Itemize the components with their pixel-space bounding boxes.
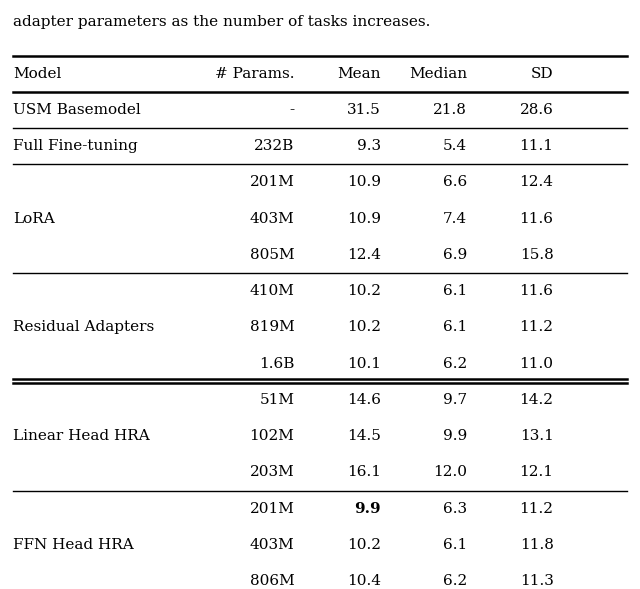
Text: SD: SD <box>531 67 554 81</box>
Text: 203M: 203M <box>250 465 294 479</box>
Text: 10.2: 10.2 <box>347 320 381 335</box>
Text: 11.3: 11.3 <box>520 574 554 588</box>
Text: 10.2: 10.2 <box>347 538 381 552</box>
Text: 6.9: 6.9 <box>443 248 467 262</box>
Text: 11.6: 11.6 <box>520 284 554 298</box>
Text: 11.2: 11.2 <box>520 502 554 516</box>
Text: 9.9: 9.9 <box>443 429 467 443</box>
Text: 14.5: 14.5 <box>347 429 381 443</box>
Text: FFN Head HRA: FFN Head HRA <box>13 538 134 552</box>
Text: 14.2: 14.2 <box>520 393 554 407</box>
Text: 403M: 403M <box>250 538 294 552</box>
Text: Residual Adapters: Residual Adapters <box>13 320 154 335</box>
Text: 16.1: 16.1 <box>347 465 381 479</box>
Text: 6.2: 6.2 <box>443 574 467 588</box>
Text: USM Basemodel: USM Basemodel <box>13 103 141 117</box>
Text: 403M: 403M <box>250 211 294 226</box>
Text: 6.3: 6.3 <box>443 502 467 516</box>
Text: -: - <box>289 103 294 117</box>
Text: Model: Model <box>13 67 61 81</box>
Text: 14.6: 14.6 <box>347 393 381 407</box>
Text: 11.0: 11.0 <box>520 357 554 370</box>
Text: 12.4: 12.4 <box>520 176 554 190</box>
Text: 6.1: 6.1 <box>443 284 467 298</box>
Text: 7.4: 7.4 <box>443 211 467 226</box>
Text: 10.9: 10.9 <box>347 176 381 190</box>
Text: 232B: 232B <box>254 139 294 153</box>
Text: 9.7: 9.7 <box>443 393 467 407</box>
Text: 31.5: 31.5 <box>347 103 381 117</box>
Text: 9.9: 9.9 <box>354 502 381 516</box>
Text: 819M: 819M <box>250 320 294 335</box>
Text: 51M: 51M <box>259 393 294 407</box>
Text: 28.6: 28.6 <box>520 103 554 117</box>
Text: 805M: 805M <box>250 248 294 262</box>
Text: 6.2: 6.2 <box>443 357 467 370</box>
Text: Linear Head HRA: Linear Head HRA <box>13 429 150 443</box>
Text: LoRA: LoRA <box>13 211 54 226</box>
Text: # Params.: # Params. <box>215 67 294 81</box>
Text: 10.4: 10.4 <box>347 574 381 588</box>
Text: 201M: 201M <box>250 502 294 516</box>
Text: 11.6: 11.6 <box>520 211 554 226</box>
Text: 10.1: 10.1 <box>347 357 381 370</box>
Text: 102M: 102M <box>250 429 294 443</box>
Text: 13.1: 13.1 <box>520 429 554 443</box>
Text: 10.2: 10.2 <box>347 284 381 298</box>
Text: 12.0: 12.0 <box>433 465 467 479</box>
Text: 201M: 201M <box>250 176 294 190</box>
Text: 5.4: 5.4 <box>443 139 467 153</box>
Text: 11.8: 11.8 <box>520 538 554 552</box>
Text: 410M: 410M <box>250 284 294 298</box>
Text: 6.1: 6.1 <box>443 320 467 335</box>
Text: 806M: 806M <box>250 574 294 588</box>
Text: 11.2: 11.2 <box>520 320 554 335</box>
Text: Mean: Mean <box>337 67 381 81</box>
Text: Median: Median <box>409 67 467 81</box>
Text: 21.8: 21.8 <box>433 103 467 117</box>
Text: 10.9: 10.9 <box>347 211 381 226</box>
Text: 9.3: 9.3 <box>356 139 381 153</box>
Text: 6.6: 6.6 <box>443 176 467 190</box>
Text: 11.1: 11.1 <box>520 139 554 153</box>
Text: 12.1: 12.1 <box>520 465 554 479</box>
Text: 15.8: 15.8 <box>520 248 554 262</box>
Text: 12.4: 12.4 <box>347 248 381 262</box>
Text: adapter parameters as the number of tasks increases.: adapter parameters as the number of task… <box>13 15 430 29</box>
Text: 6.1: 6.1 <box>443 538 467 552</box>
Text: 1.6B: 1.6B <box>259 357 294 370</box>
Text: Full Fine-tuning: Full Fine-tuning <box>13 139 138 153</box>
